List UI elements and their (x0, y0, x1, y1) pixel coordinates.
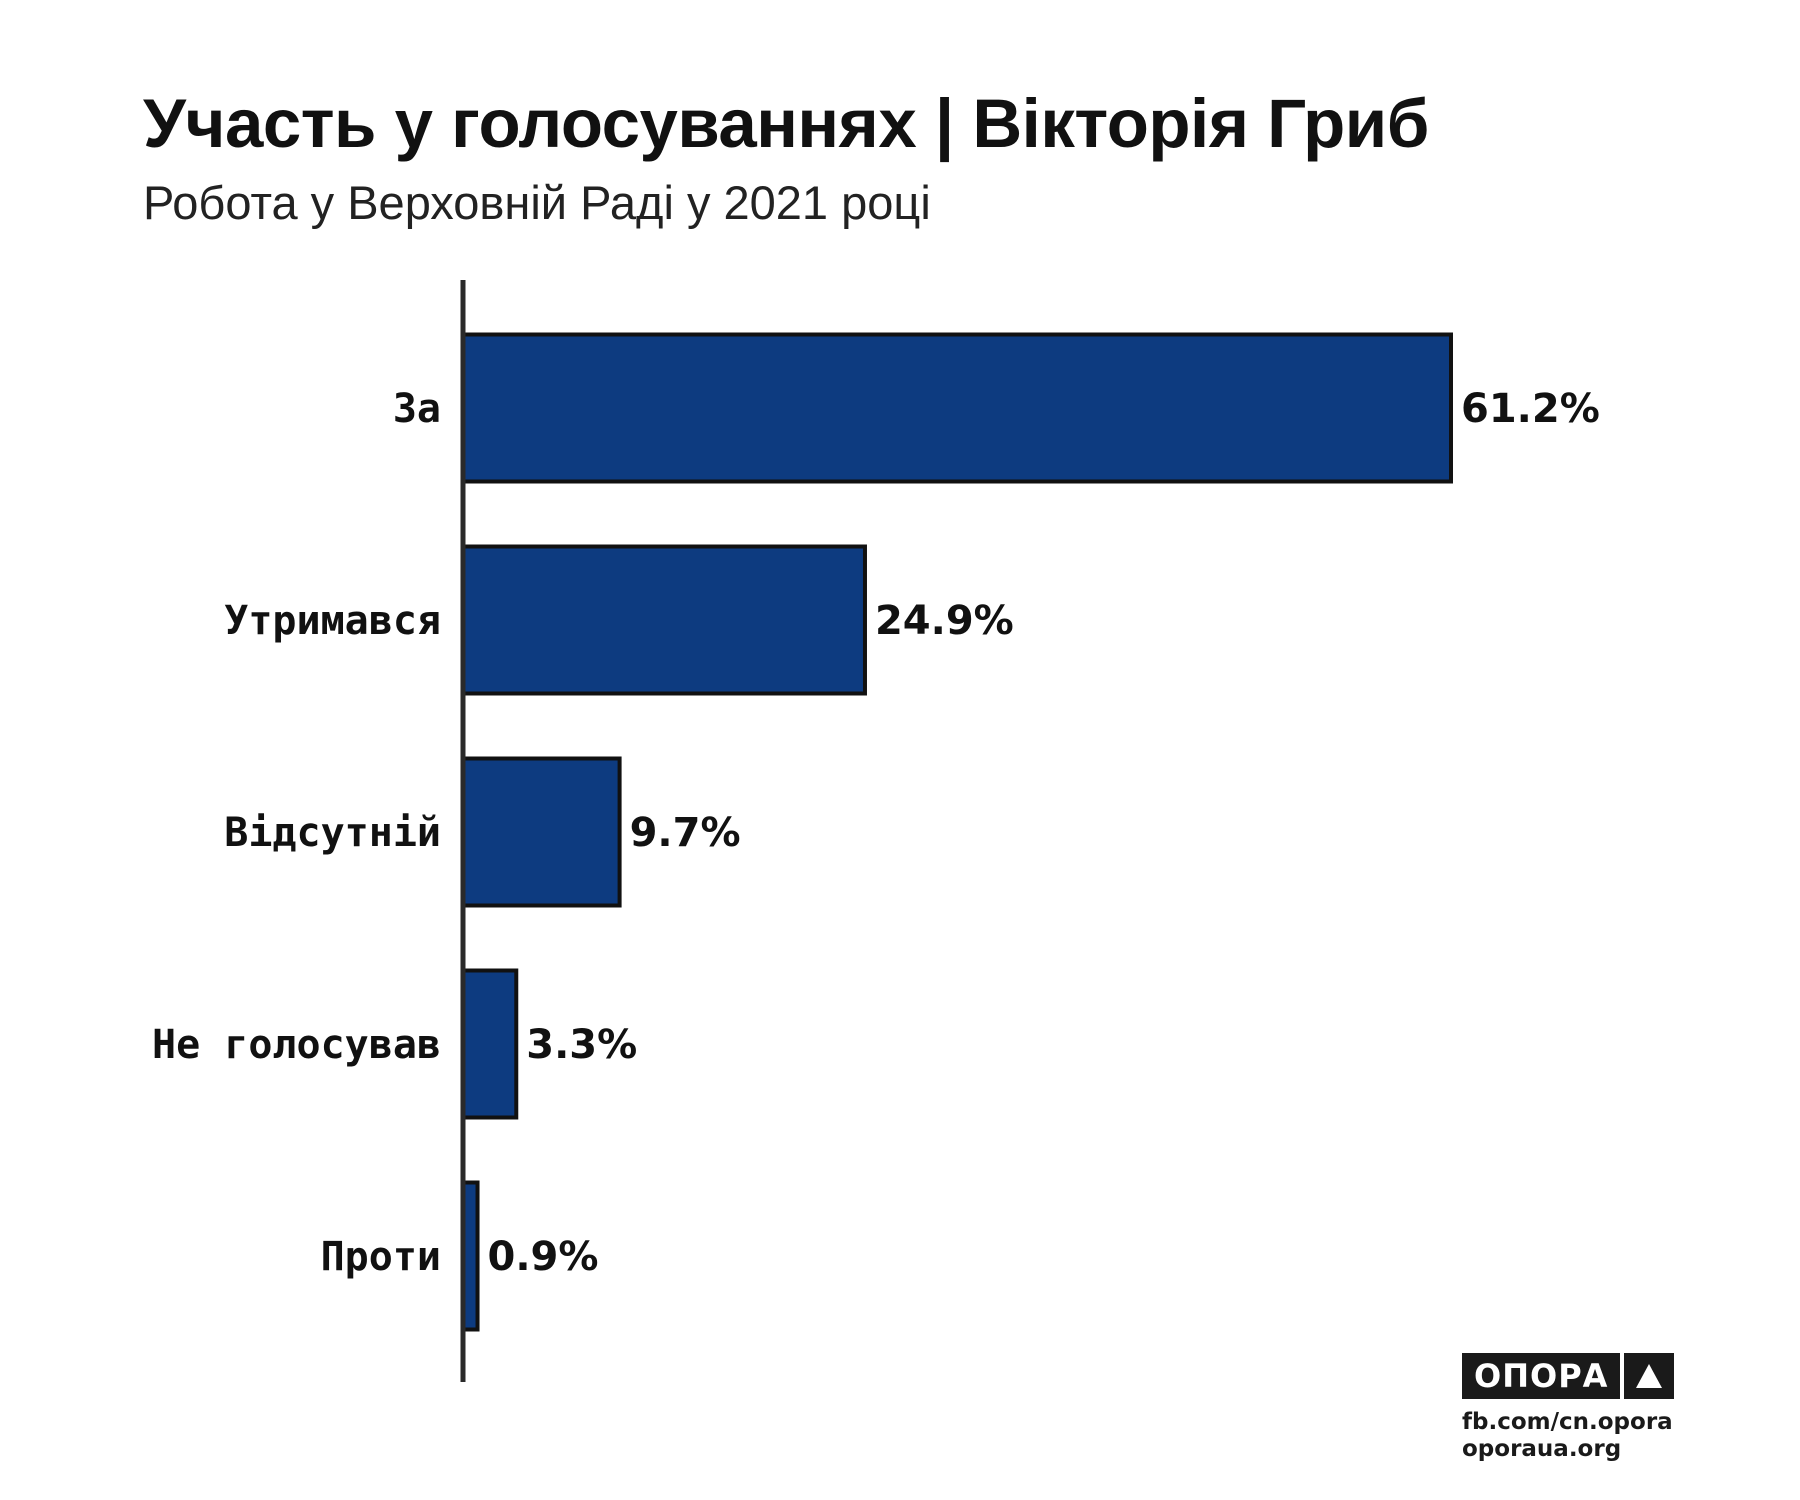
facebook-link[interactable]: fb.com/cn.opora (1462, 1409, 1673, 1435)
category-label: Відсутній (224, 810, 441, 856)
value-label: 3.3% (526, 1022, 637, 1068)
website-link[interactable]: oporaua.org (1462, 1436, 1622, 1462)
category-label: За (393, 386, 441, 432)
logo-text: ОПОРА (1462, 1353, 1621, 1399)
opora-logo: ОПОРА (1462, 1353, 1675, 1399)
category-label: Проти (321, 1234, 441, 1280)
value-label: 0.9% (488, 1234, 599, 1280)
triangle-icon (1624, 1353, 1675, 1399)
value-label: 61.2% (1461, 386, 1600, 432)
chart-subtitle: Робота у Верховній Раді у 2021 році (143, 176, 931, 229)
brand-block: ОПОРА fb.com/cn.opora oporaua.org (1462, 1353, 1675, 1463)
bar (461, 544, 867, 696)
bar (461, 756, 622, 908)
bar (461, 968, 519, 1120)
chart-title: Участь у голосуваннях | Вікторія Гриб (143, 85, 1429, 162)
category-label: Утримався (224, 598, 441, 644)
value-label: 9.7% (630, 810, 741, 856)
bar (461, 332, 1453, 484)
category-label: Не голосував (152, 1022, 441, 1068)
value-label: 24.9% (875, 598, 1014, 644)
